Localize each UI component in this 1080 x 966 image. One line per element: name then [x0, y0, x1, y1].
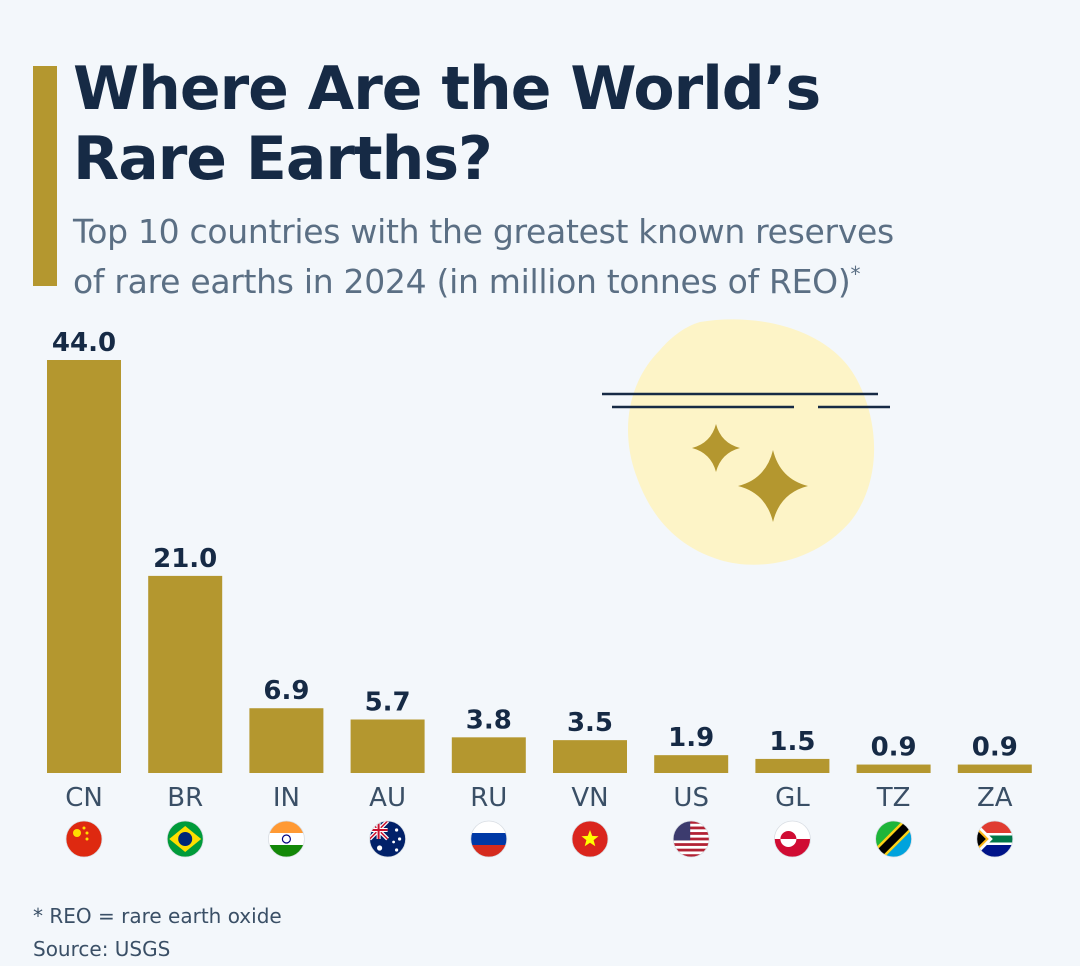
sparkle-icon	[692, 424, 740, 472]
flag-outline	[166, 820, 204, 858]
bar-gl	[755, 758, 830, 773]
x-tick-label: ZA	[977, 783, 1013, 813]
page-subtitle: Top 10 countries with the greatest known…	[73, 210, 973, 303]
footnote-text: * REO = rare earth oxide	[33, 904, 282, 928]
source-text: Source: USGS	[33, 937, 171, 961]
flag-outline	[65, 820, 103, 858]
data-label: 6.9	[263, 676, 309, 706]
title-accent-bar	[33, 66, 57, 286]
illustration-blob	[628, 319, 875, 565]
flag-outline	[369, 820, 407, 858]
bar-us	[654, 755, 729, 773]
x-tick-label: VN	[571, 783, 608, 813]
vietnam-flag-icon	[572, 821, 608, 857]
bar-tz	[856, 764, 931, 773]
x-tick-label: CN	[65, 783, 103, 813]
data-label: 0.9	[871, 733, 917, 763]
x-tick-label: US	[673, 783, 709, 813]
russia-flag-icon	[470, 821, 507, 857]
x-tick-label: AU	[369, 783, 406, 813]
subtitle-line-1: Top 10 countries with the greatest known…	[73, 212, 894, 251]
bar-chart: 44.0 CN 21.0 BR 6.9 IN 5.7 AU 3.8 RU 3.5 VN 1.9 US 1.5…	[47, 319, 1032, 858]
brazil-flag-icon	[167, 821, 204, 857]
data-label: 3.8	[466, 705, 512, 735]
title-line-1: Where Are the World’s	[73, 54, 821, 124]
bar-cn	[47, 360, 121, 773]
bars-group: 44.0 CN 21.0 BR 6.9 IN 5.7 AU 3.8 RU 3.5 VN 1.9 US 1.5…	[47, 328, 1032, 858]
flag-outline	[875, 820, 912, 858]
x-tick-label: GL	[775, 783, 810, 813]
data-label: 3.5	[567, 708, 613, 738]
bar-au	[350, 719, 425, 773]
data-label: 21.0	[153, 544, 217, 574]
greenland-flag-icon	[774, 821, 811, 857]
bar-br	[148, 575, 223, 773]
flag-outline	[470, 820, 508, 858]
x-tick-label: BR	[167, 783, 203, 813]
flag-outline	[267, 820, 305, 858]
flag-outline	[571, 820, 609, 858]
bar-ru	[451, 737, 526, 773]
footer: * REO = rare earth oxide Source: USGS	[33, 900, 282, 966]
flag-outline	[774, 820, 811, 858]
flag-outline	[976, 820, 1014, 858]
sparkle-icon	[738, 450, 808, 522]
page-title: Where Are the World’s Rare Earths?	[73, 54, 821, 194]
x-tick-label: IN	[273, 783, 300, 813]
china-flag-icon	[66, 821, 102, 857]
x-tick-label: RU	[470, 783, 507, 813]
usa-flag-icon	[673, 821, 710, 857]
x-tick-label: TZ	[876, 783, 911, 813]
south-africa-flag-icon	[976, 821, 1013, 857]
data-label: 44.0	[52, 328, 116, 358]
subtitle-footnote-mark: *	[850, 262, 861, 286]
bar-vn	[553, 740, 627, 773]
bar-za	[957, 764, 1032, 773]
data-label: 1.9	[668, 723, 714, 753]
tanzania-flag-icon	[875, 821, 912, 857]
sparkle-illustration	[602, 319, 890, 565]
data-label: 1.5	[769, 727, 815, 757]
data-label: 5.7	[365, 687, 411, 717]
data-label: 0.9	[972, 733, 1018, 763]
subtitle-line-2: of rare earths in 2024 (in million tonne…	[73, 262, 851, 301]
title-line-2: Rare Earths?	[73, 124, 493, 194]
india-flag-icon	[268, 821, 305, 857]
australia-flag-icon	[369, 821, 406, 857]
flag-outline	[672, 820, 710, 858]
bar-in	[249, 708, 324, 773]
